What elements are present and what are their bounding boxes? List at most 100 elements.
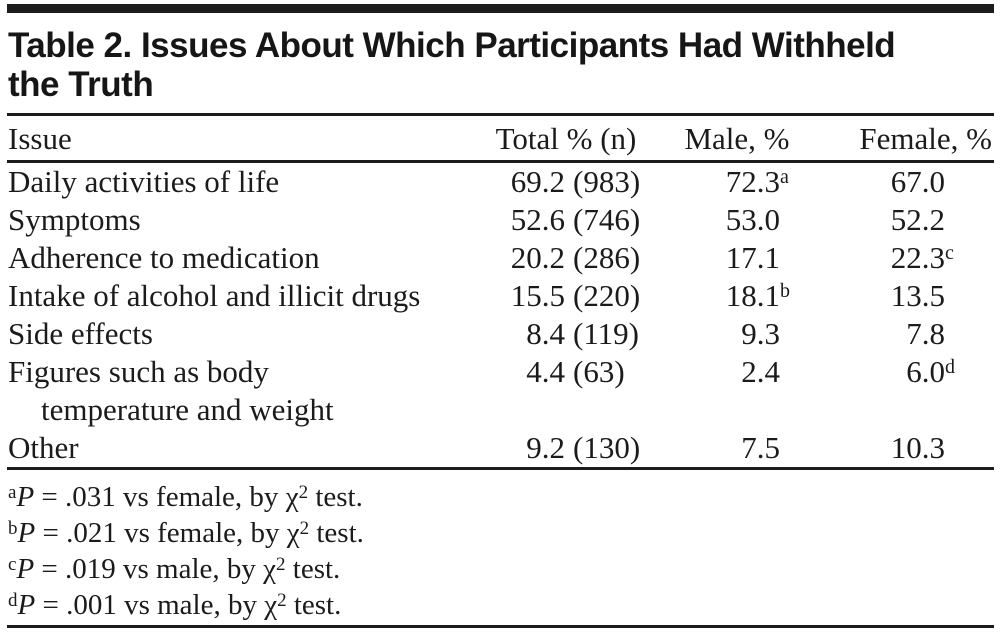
chi-exponent: 2 xyxy=(277,590,287,611)
column-header-total: Total % (n) xyxy=(495,121,637,156)
p-symbol: P xyxy=(17,517,36,549)
female-cell: 10.3 xyxy=(808,429,994,467)
female-percent: 6.0 xyxy=(906,354,945,389)
chi-exponent: 2 xyxy=(276,554,286,575)
bottom-margin xyxy=(7,628,994,636)
total-percent: 4.4 xyxy=(526,354,565,389)
female-percent: 7.8 xyxy=(906,316,945,351)
footnote-marker: b xyxy=(8,518,18,539)
issue-cell: Side effects xyxy=(8,316,153,351)
footnote-marker: c xyxy=(8,554,17,575)
footnote-marker: a xyxy=(8,482,17,503)
male-percent: 53.0 xyxy=(725,202,780,237)
total-n: (983) xyxy=(573,164,641,199)
footnote-tail: test. xyxy=(286,589,342,621)
female-cell: 22.3c xyxy=(808,239,994,277)
issue-cell: Adherence to medication xyxy=(8,240,320,275)
rule-below-title xyxy=(7,113,994,116)
top-rule-thick xyxy=(7,4,994,13)
table-header-row: Issue Total % (n) Male, % Female, % xyxy=(7,116,994,160)
table-row: Figures such as body temperature and wei… xyxy=(7,353,994,429)
female-percent: 67.0 xyxy=(890,164,945,199)
total-cell: 52.6 (746) xyxy=(466,201,666,239)
male-cell: 17.1 xyxy=(666,239,808,277)
p-symbol: P xyxy=(17,589,36,621)
chi-symbol: χ xyxy=(285,481,299,513)
female-percent: 52.2 xyxy=(890,202,945,237)
footnote-b: bP = .021 vs female, by χ2 test. xyxy=(8,515,994,551)
female-cell: 6.0d xyxy=(808,353,994,391)
female-percent: 10.3 xyxy=(890,430,945,465)
total-percent: 9.2 xyxy=(526,430,565,465)
footnote-a: aP = .031 vs female, by χ2 test. xyxy=(8,479,994,515)
p-symbol: P xyxy=(16,553,35,585)
footnote-marker: d xyxy=(8,590,18,611)
footnotes: aP = .031 vs female, by χ2 test. bP = .0… xyxy=(7,470,994,625)
male-percent: 17.1 xyxy=(725,240,780,275)
female-percent: 22.3 xyxy=(890,240,945,275)
total-cell: 15.5 (220) xyxy=(466,277,666,315)
footnote-text: = .019 vs male, by xyxy=(34,553,264,585)
chi-symbol: χ xyxy=(286,517,300,549)
footnote-text: = .001 vs male, by xyxy=(35,589,265,621)
footnote-tail: test. xyxy=(308,481,363,513)
footnote-d: dP = .001 vs male, by χ2 test. xyxy=(8,587,994,623)
total-percent: 8.4 xyxy=(526,316,565,351)
male-cell: 7.5 xyxy=(666,429,808,467)
male-cell: 53.0 xyxy=(666,201,808,239)
issue-cell: Daily activities of life xyxy=(8,164,280,199)
chi-exponent: 2 xyxy=(298,482,309,503)
footnote-c: cP = .019 vs male, by χ2 test. xyxy=(8,551,994,587)
male-cell: 72.3a xyxy=(666,163,808,201)
p-symbol: P xyxy=(16,481,35,513)
column-header-female: Female, % xyxy=(859,121,992,156)
footnote-tail: test. xyxy=(285,553,341,585)
female-cell: 7.8 xyxy=(808,315,994,353)
chi-symbol: χ xyxy=(263,553,277,585)
table-row: Daily activities of life 69.2 (983) 72.3a… xyxy=(7,163,994,201)
table-body: Daily activities of life 69.2 (983) 72.3a… xyxy=(7,163,994,467)
chi-exponent: 2 xyxy=(299,518,310,539)
chi-symbol: χ xyxy=(264,589,278,621)
female-percent: 13.5 xyxy=(890,278,945,313)
total-cell: 8.4 (119) xyxy=(466,315,666,353)
issue-line1: Figures such as body xyxy=(8,354,269,389)
total-cell: 9.2 (130) xyxy=(466,429,666,467)
column-header-male: Male, % xyxy=(684,121,790,156)
total-percent: 52.6 xyxy=(510,202,565,237)
total-percent: 69.2 xyxy=(510,164,565,199)
table-row: Other 9.2 (130) 7.5 10.3 xyxy=(7,429,994,467)
total-cell: 4.4 (63) xyxy=(466,353,666,391)
table-row: Symptoms 52.6 (746) 53.0 52.2 xyxy=(7,201,994,239)
total-n: (119) xyxy=(573,316,639,351)
footnote-text: = .021 vs female, by xyxy=(35,517,287,549)
table-title: Table 2. Issues About Which Participants… xyxy=(8,26,896,104)
total-n: (220) xyxy=(573,278,641,313)
total-percent: 15.5 xyxy=(510,278,565,313)
issue-cell: Other xyxy=(8,430,79,465)
issue-line2: temperature and weight xyxy=(41,392,334,427)
issue-cell: Intake of alcohol and illicit drugs xyxy=(8,278,421,313)
rule-below-header xyxy=(7,160,994,163)
total-n: (746) xyxy=(573,202,641,237)
total-n: (130) xyxy=(573,430,641,465)
issue-cell: Symptoms xyxy=(8,202,141,237)
female-cell: 52.2 xyxy=(808,201,994,239)
male-percent: 18.1 xyxy=(725,278,780,313)
total-cell: 69.2 (983) xyxy=(466,163,666,201)
male-percent: 72.3 xyxy=(725,164,780,199)
total-n: (63) xyxy=(573,354,625,389)
female-cell: 13.5 xyxy=(808,277,994,315)
male-percent: 9.3 xyxy=(741,316,780,351)
rule-above-footnotes xyxy=(7,467,994,470)
female-cell: 67.0 xyxy=(808,163,994,201)
footnote-tail: test. xyxy=(309,517,364,549)
issue-cell: Figures such as body temperature and wei… xyxy=(7,353,466,429)
male-cell: 9.3 xyxy=(666,315,808,353)
male-percent: 2.4 xyxy=(741,354,780,389)
male-percent: 7.5 xyxy=(741,430,780,465)
male-cell: 2.4 xyxy=(666,353,808,391)
total-n: (286) xyxy=(573,240,641,275)
table-row: Adherence to medication 20.2 (286) 17.1 2… xyxy=(7,239,994,277)
